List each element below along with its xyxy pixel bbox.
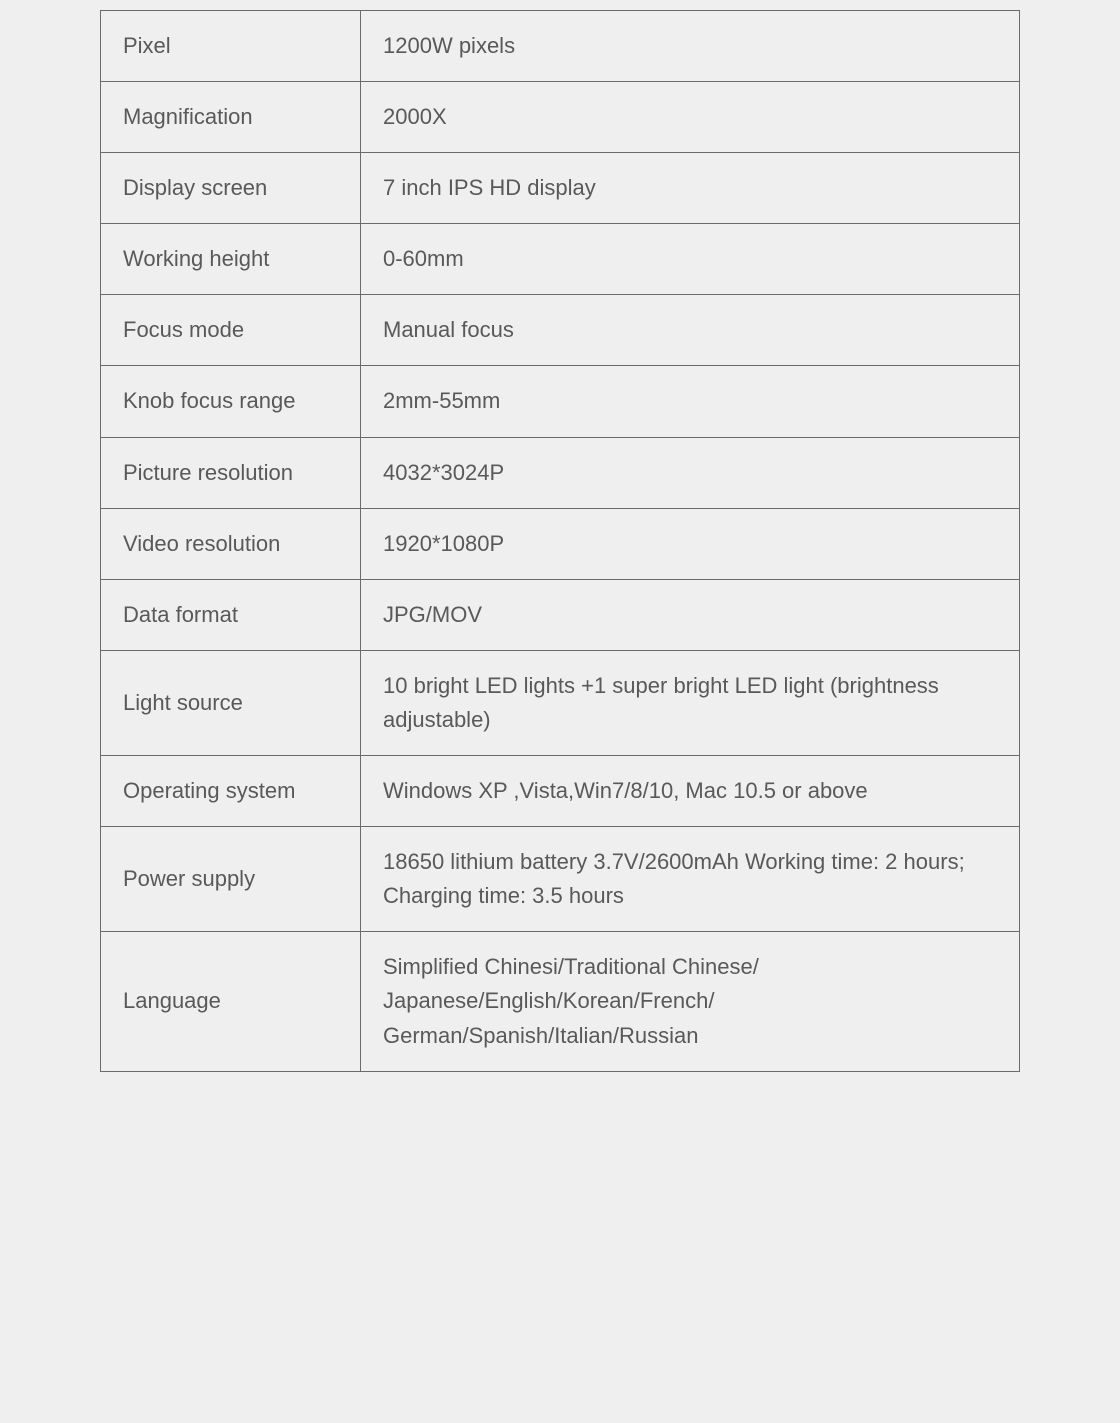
spec-value: 4032*3024P xyxy=(361,437,1020,508)
spec-value: 7 inch IPS HD display xyxy=(361,153,1020,224)
spec-label: Light source xyxy=(101,650,361,755)
table-row: Picture resolution 4032*3024P xyxy=(101,437,1020,508)
spec-label: Magnification xyxy=(101,82,361,153)
spec-value: Windows XP ,Vista,Win7/8/10, Mac 10.5 or… xyxy=(361,756,1020,827)
spec-label: Power supply xyxy=(101,827,361,932)
spec-value: 2mm-55mm xyxy=(361,366,1020,437)
spec-label: Operating system xyxy=(101,756,361,827)
spec-label: Display screen xyxy=(101,153,361,224)
table-row: Display screen 7 inch IPS HD display xyxy=(101,153,1020,224)
table-row: Power supply 18650 lithium battery 3.7V/… xyxy=(101,827,1020,932)
spec-label: Language xyxy=(101,932,361,1071)
spec-value: 1920*1080P xyxy=(361,508,1020,579)
table-row: Light source 10 bright LED lights +1 sup… xyxy=(101,650,1020,755)
spec-value: 2000X xyxy=(361,82,1020,153)
spec-table: Pixel 1200W pixels Magnification 2000X D… xyxy=(100,10,1020,1072)
table-row: Language Simplified Chinesi/Traditional … xyxy=(101,932,1020,1071)
spec-value: 10 bright LED lights +1 super bright LED… xyxy=(361,650,1020,755)
table-row: Knob focus range 2mm-55mm xyxy=(101,366,1020,437)
spec-value: 1200W pixels xyxy=(361,11,1020,82)
spec-value: 18650 lithium battery 3.7V/2600mAh Worki… xyxy=(361,827,1020,932)
table-row: Focus mode Manual focus xyxy=(101,295,1020,366)
table-row: Video resolution 1920*1080P xyxy=(101,508,1020,579)
table-row: Data format JPG/MOV xyxy=(101,579,1020,650)
table-row: Magnification 2000X xyxy=(101,82,1020,153)
spec-value: JPG/MOV xyxy=(361,579,1020,650)
spec-value: Simplified Chinesi/Traditional Chinese/ … xyxy=(361,932,1020,1071)
spec-label: Focus mode xyxy=(101,295,361,366)
spec-label: Video resolution xyxy=(101,508,361,579)
table-row: Operating system Windows XP ,Vista,Win7/… xyxy=(101,756,1020,827)
spec-value: Manual focus xyxy=(361,295,1020,366)
table-row: Pixel 1200W pixels xyxy=(101,11,1020,82)
spec-label: Data format xyxy=(101,579,361,650)
table-row: Working height 0-60mm xyxy=(101,224,1020,295)
spec-value: 0-60mm xyxy=(361,224,1020,295)
spec-table-container: Pixel 1200W pixels Magnification 2000X D… xyxy=(100,0,1020,1072)
spec-label: Picture resolution xyxy=(101,437,361,508)
spec-label: Working height xyxy=(101,224,361,295)
spec-label: Pixel xyxy=(101,11,361,82)
spec-label: Knob focus range xyxy=(101,366,361,437)
